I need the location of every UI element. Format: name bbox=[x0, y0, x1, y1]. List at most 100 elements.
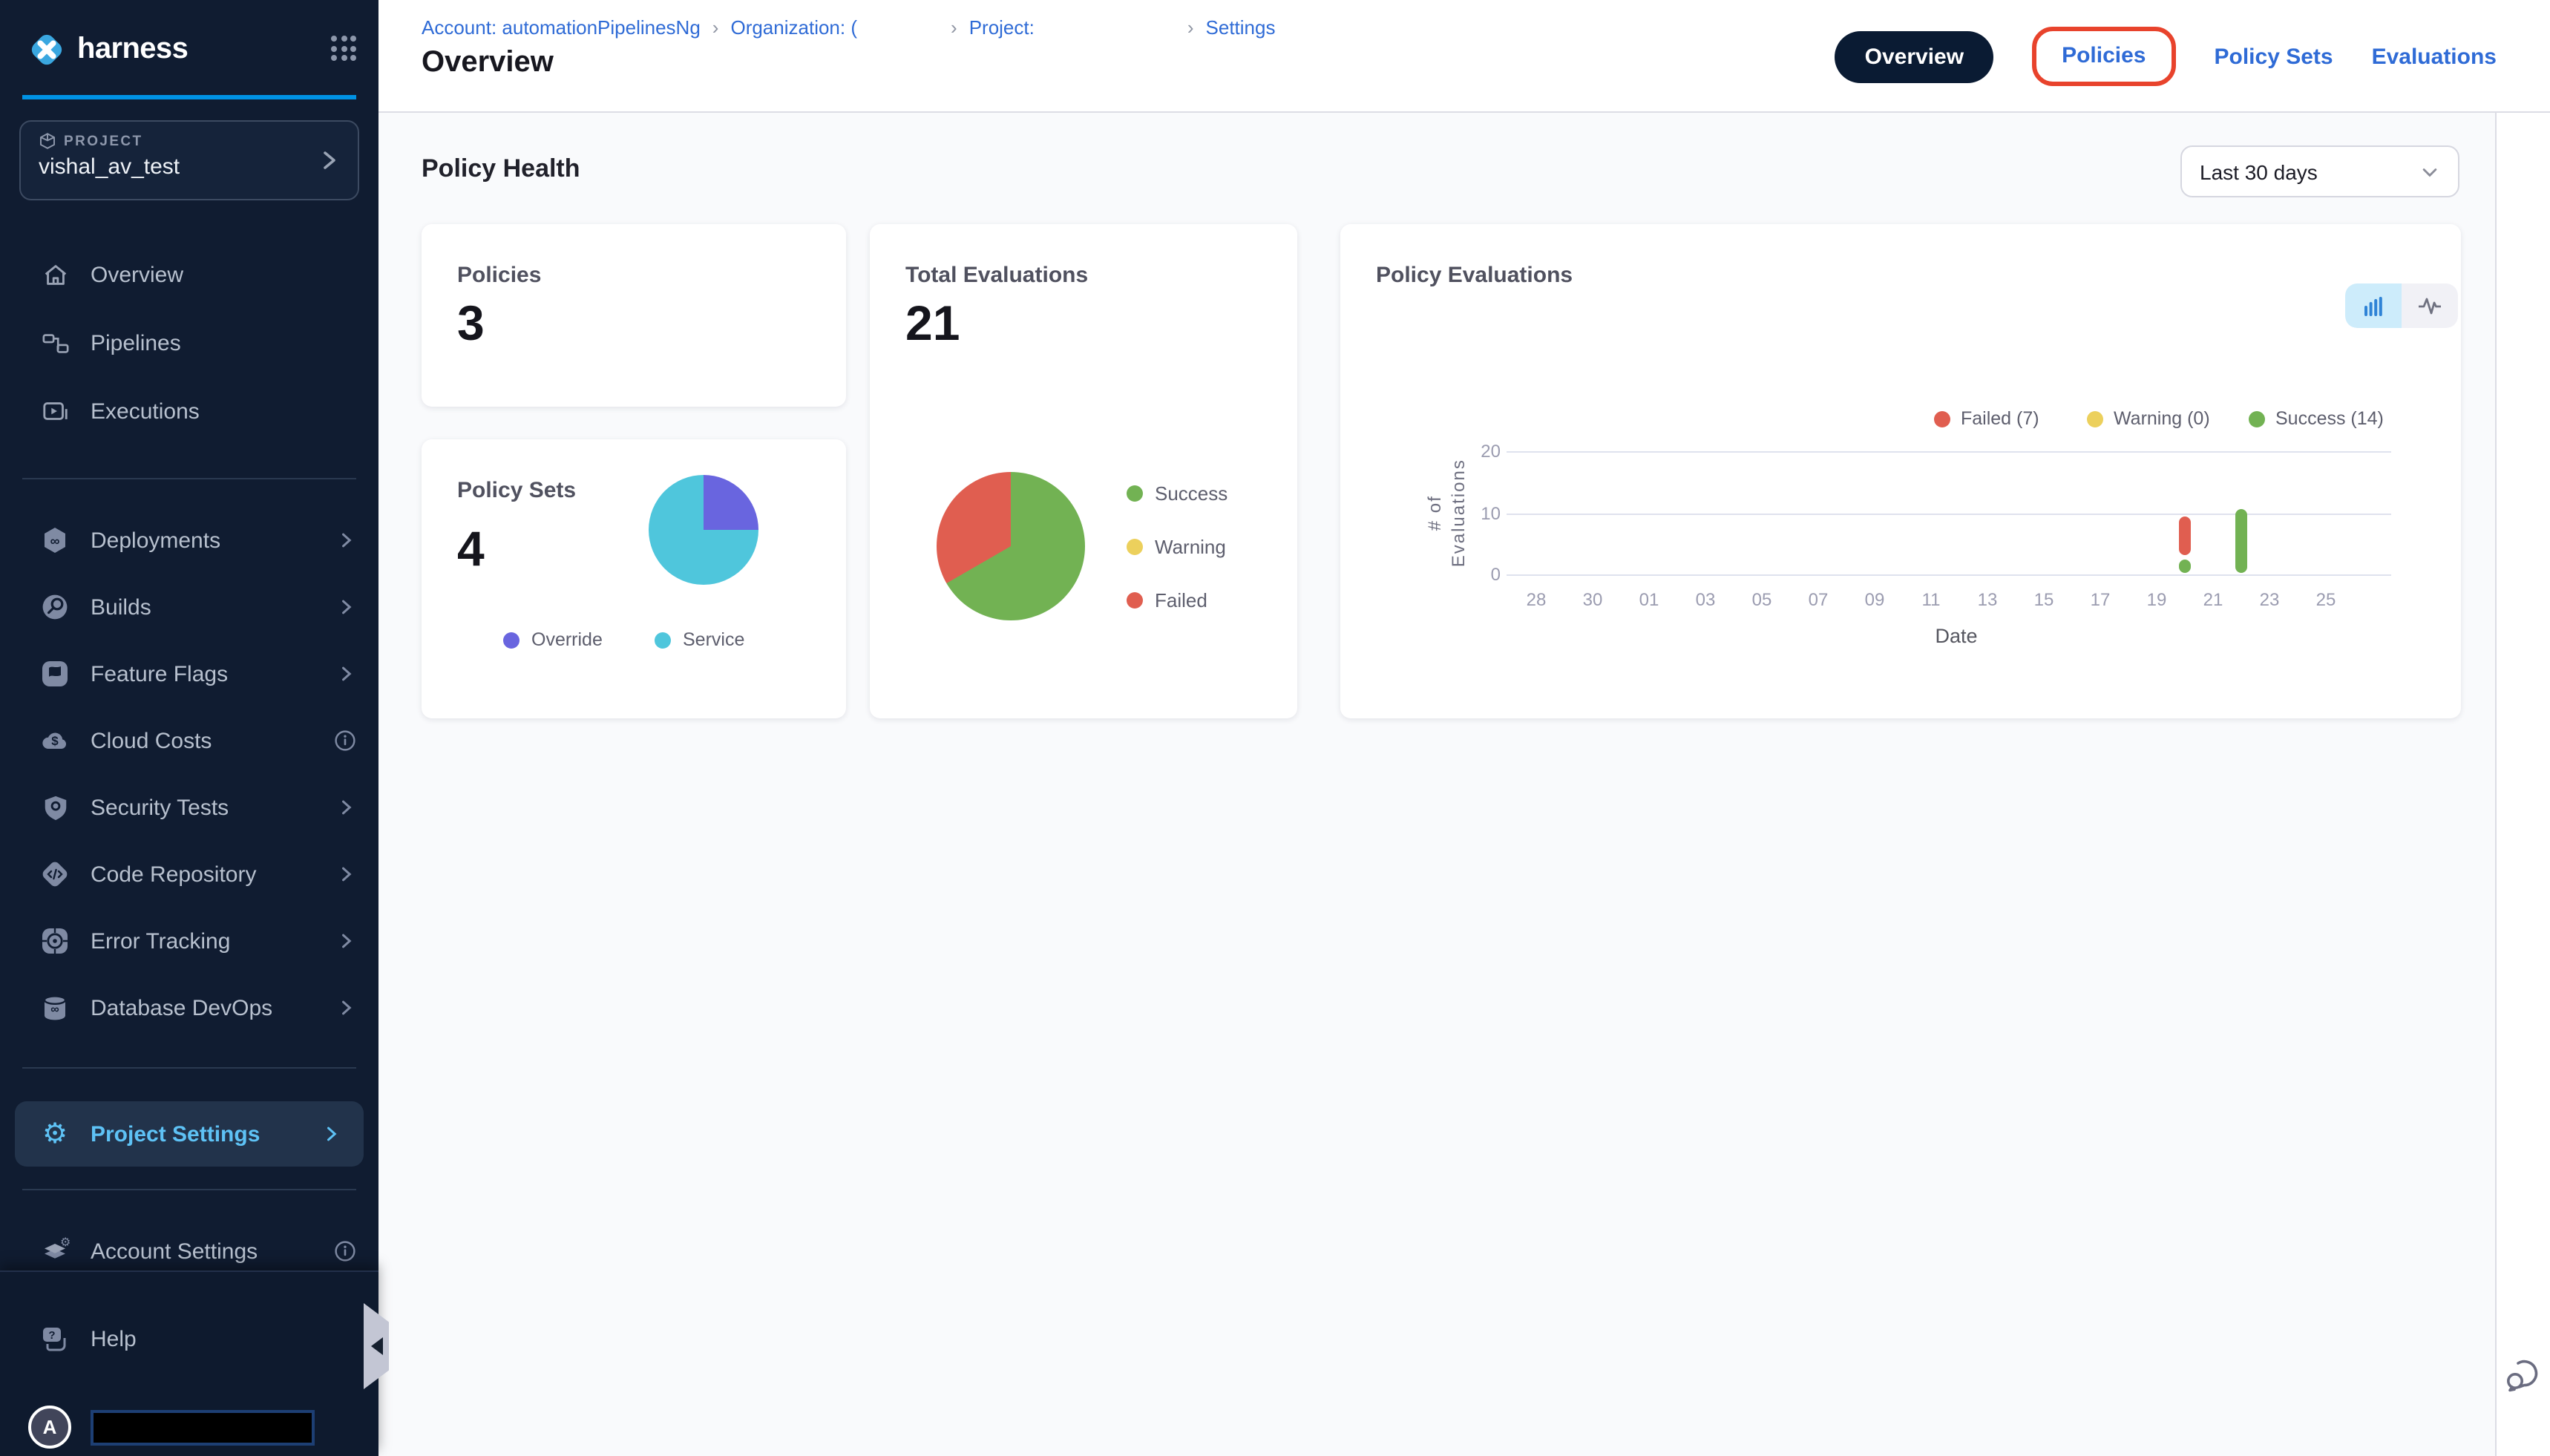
sidebar-item-cloud-costs[interactable]: $ Cloud Costs bbox=[0, 708, 378, 773]
sidebar-divider bbox=[22, 1067, 356, 1069]
sidebar-item-security-tests[interactable]: Security Tests bbox=[0, 775, 378, 840]
x-axis-tick: 23 bbox=[2259, 589, 2280, 610]
app-grid-icon[interactable] bbox=[331, 36, 358, 62]
chevron-right-icon bbox=[335, 597, 356, 617]
service-legend-item: Service bbox=[655, 629, 744, 650]
home-icon bbox=[40, 260, 70, 289]
breadcrumb: Account: automationPipelinesNg › Organiz… bbox=[422, 16, 1276, 39]
sidebar-item-label: Pipelines bbox=[91, 330, 181, 355]
sidebar-item-label: Project Settings bbox=[91, 1121, 260, 1147]
failed-legend-dot bbox=[1127, 591, 1143, 608]
pipelines-icon bbox=[40, 328, 70, 358]
warning-legend-item: Warning (0) bbox=[2087, 408, 2210, 429]
chevron-right-icon bbox=[318, 147, 341, 181]
chevron-right-icon bbox=[335, 663, 356, 684]
sidebar-item-error-tracking[interactable]: Error Tracking bbox=[0, 908, 378, 974]
x-axis-tick: 28 bbox=[1526, 589, 1547, 610]
line-chart-icon bbox=[2419, 298, 2441, 315]
account-settings-icon: ⚙ bbox=[40, 1236, 70, 1266]
breadcrumb-settings[interactable]: Settings bbox=[1205, 16, 1276, 39]
evaluations-pie-legend: Success Warning Failed bbox=[1127, 466, 1228, 626]
sidebar-item-label: Builds bbox=[91, 594, 151, 620]
failed-legend-item: Failed (7) bbox=[1934, 408, 2039, 429]
x-axis-tick: 13 bbox=[1977, 589, 1998, 610]
annotation-box-policies: Policies bbox=[2032, 27, 2176, 86]
sidebar-item-help[interactable]: ? Help bbox=[0, 1306, 378, 1371]
tab-policies[interactable]: Policies bbox=[2062, 43, 2146, 68]
sidebar-item-label: Feature Flags bbox=[91, 661, 229, 686]
sidebar-item-executions[interactable]: Executions bbox=[0, 378, 378, 444]
date-range-select[interactable]: Last 30 days bbox=[2180, 145, 2459, 197]
sidebar-item-label: Deployments bbox=[91, 528, 221, 553]
sidebar-item-deployments[interactable]: ∞ Deployments bbox=[0, 508, 378, 573]
deployments-icon: ∞ bbox=[40, 525, 70, 555]
tab-policy-sets[interactable]: Policy Sets bbox=[2214, 44, 2333, 69]
logo-text: harness bbox=[77, 32, 189, 65]
sidebar-item-feature-flags[interactable]: Feature Flags bbox=[0, 641, 378, 706]
line-chart-toggle-button[interactable] bbox=[2402, 283, 2458, 328]
x-axis-tick: 07 bbox=[1808, 589, 1829, 610]
tab-overview[interactable]: Overview bbox=[1835, 30, 1994, 82]
tab-evaluations[interactable]: Evaluations bbox=[2371, 44, 2497, 69]
policies-count: 3 bbox=[457, 295, 485, 350]
card-policy-evaluations: Policy Evaluations Failed (7) Warning (0… bbox=[1340, 224, 2461, 718]
user-avatar[interactable]: A bbox=[28, 1406, 71, 1449]
card-title: Policy Evaluations bbox=[1376, 263, 1573, 288]
main-content: Policy Health Last 30 days Policies 3 To… bbox=[378, 113, 2497, 1456]
date-range-value: Last 30 days bbox=[2200, 160, 2318, 183]
override-legend-dot bbox=[503, 632, 519, 648]
gear-icon: ⚙ bbox=[42, 1117, 68, 1150]
sidebar: harness PROJECT vishal_av_test Overview … bbox=[0, 0, 378, 1456]
info-icon bbox=[334, 729, 356, 752]
bar-chart-toggle-button[interactable] bbox=[2345, 283, 2402, 328]
feature-flags-icon bbox=[40, 659, 70, 689]
card-policy-sets: Policy Sets 4 Override Service bbox=[422, 439, 846, 718]
collapse-arrow-icon bbox=[371, 1337, 383, 1355]
policy-sets-count: 4 bbox=[457, 521, 485, 576]
sidebar-item-database-devops[interactable]: ∞ Database DevOps bbox=[0, 975, 378, 1040]
evaluations-bar-chart: # of Evaluations Date 0 10 20 28 30 01 03 05 07 0… bbox=[1340, 224, 2461, 718]
x-axis-tick: 17 bbox=[2090, 589, 2111, 610]
x-axis-tick: 15 bbox=[2033, 589, 2054, 610]
legend-label: Success bbox=[1155, 482, 1228, 504]
sidebar-item-account-settings[interactable]: ⚙ Account Settings bbox=[0, 1219, 378, 1284]
error-tracking-icon bbox=[40, 926, 70, 956]
cube-icon bbox=[40, 133, 55, 149]
total-evaluations-count: 21 bbox=[905, 295, 960, 350]
x-axis-tick: 05 bbox=[1751, 589, 1772, 610]
chevron-right-icon bbox=[335, 530, 356, 551]
legend-label: Success (14) bbox=[2275, 408, 2384, 429]
svg-text:∞: ∞ bbox=[50, 1003, 59, 1016]
warning-legend-dot bbox=[1127, 538, 1143, 554]
service-legend-dot bbox=[655, 632, 671, 648]
project-selector[interactable]: PROJECT vishal_av_test bbox=[19, 120, 359, 200]
cloud-costs-icon: $ bbox=[40, 726, 70, 755]
support-chat-icon[interactable] bbox=[2503, 1354, 2544, 1395]
svg-text:?: ? bbox=[48, 1329, 55, 1342]
sidebar-item-code-repository[interactable]: Code Repository bbox=[0, 842, 378, 907]
project-name: vishal_av_test bbox=[39, 154, 180, 180]
sidebar-item-pipelines[interactable]: Pipelines bbox=[0, 310, 378, 376]
chart-type-toggle bbox=[2345, 283, 2458, 328]
legend-label: Failed (7) bbox=[1961, 408, 2039, 429]
x-axis-tick: 30 bbox=[1582, 589, 1603, 610]
sidebar-item-overview[interactable]: Overview bbox=[0, 242, 378, 307]
sidebar-item-project-settings[interactable]: ⚙ Project Settings bbox=[15, 1101, 364, 1167]
breadcrumb-separator: › bbox=[712, 16, 719, 39]
card-title: Total Evaluations bbox=[905, 263, 1089, 288]
breadcrumb-organization[interactable]: Organization: ( bbox=[730, 16, 857, 39]
bar-segment-failed bbox=[2179, 516, 2191, 555]
card-policies: Policies 3 bbox=[422, 224, 846, 407]
sidebar-item-builds[interactable]: Builds bbox=[0, 574, 378, 640]
breadcrumb-account[interactable]: Account: automationPipelinesNg bbox=[422, 16, 701, 39]
card-total-evaluations: Total Evaluations 21 Success Warning Fai… bbox=[870, 224, 1297, 718]
x-axis-tick: 25 bbox=[2315, 589, 2336, 610]
section-title: Policy Health bbox=[422, 154, 580, 183]
svg-text:⚙: ⚙ bbox=[60, 1236, 70, 1249]
x-axis-tick: 09 bbox=[1864, 589, 1885, 610]
redacted-username bbox=[91, 1410, 315, 1446]
sidebar-item-label: Account Settings bbox=[91, 1239, 258, 1264]
gridline bbox=[1507, 451, 2391, 453]
breadcrumb-project[interactable]: Project: bbox=[968, 16, 1035, 39]
